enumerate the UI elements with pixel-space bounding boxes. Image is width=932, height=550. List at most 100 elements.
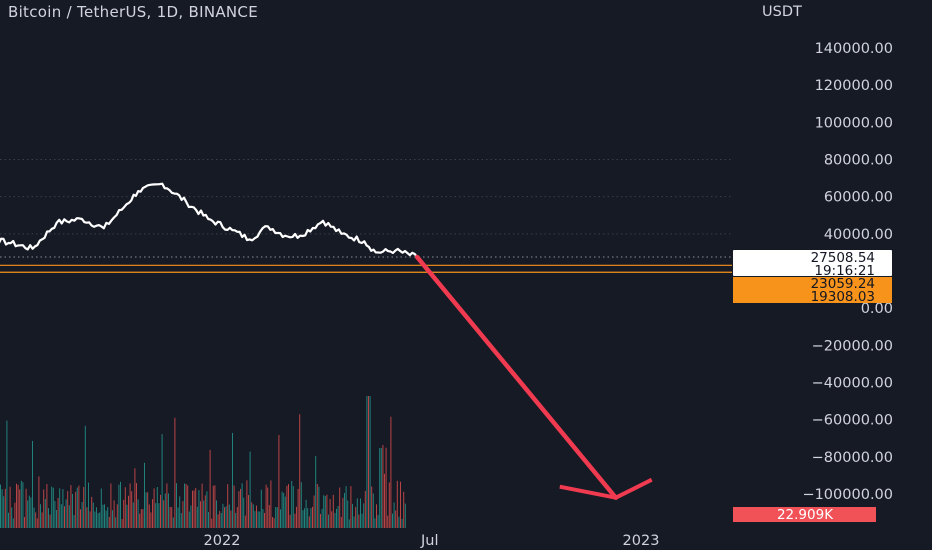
bar-countdown: 19:16:21 [814, 263, 875, 279]
volume-bar [340, 517, 342, 528]
volume-bar [91, 496, 93, 528]
volume-bar [264, 512, 265, 528]
support-levels [0, 264, 732, 273]
price-axis[interactable]: USDT 140000.00 120000.00 100000.00 80000.00… [762, 4, 893, 503]
volume-bar [161, 434, 163, 528]
volume-bar [142, 509, 144, 528]
level-price-value: 23059.24 [811, 276, 875, 292]
volume-bar [324, 496, 326, 528]
volume-bar [48, 508, 49, 528]
volume-bar [259, 511, 261, 528]
time-axis[interactable]: 2022 Jul 2023 [204, 533, 660, 549]
volume-bar [137, 499, 139, 528]
volume-bar [233, 485, 235, 528]
volume-bar [382, 444, 384, 528]
volume-bar [284, 496, 286, 528]
volume-bar [225, 506, 227, 528]
volume-bar [131, 491, 133, 528]
volume-bar [224, 507, 225, 528]
price-tick-label: 100000.00 [815, 115, 893, 131]
volume-bar [156, 487, 158, 528]
volume-bar [62, 489, 64, 528]
volume-bar [256, 505, 257, 528]
volume-bar [312, 506, 313, 528]
volume-bar [400, 481, 401, 528]
volume-bar [265, 484, 267, 528]
volume-bar [40, 504, 41, 528]
volume-bar [366, 396, 368, 528]
level-price-value: 19308.03 [811, 289, 875, 305]
volume-bar [46, 484, 48, 528]
volume-bar [387, 515, 389, 528]
volume-bar [179, 496, 181, 528]
volume-bar [384, 473, 385, 528]
volume-bar [368, 396, 369, 528]
volume-bar [374, 518, 376, 528]
volume-bar [9, 486, 11, 528]
volume-bar [268, 505, 270, 528]
volume-bar [36, 518, 38, 528]
volume-bar [254, 511, 256, 528]
forecast-arrow[interactable] [414, 254, 653, 500]
volume-bar [248, 495, 249, 528]
volume-bar [22, 482, 24, 528]
volume-bar [153, 488, 155, 528]
volume-bar [171, 507, 173, 528]
volume-bar [81, 502, 83, 528]
volume-bar [76, 487, 78, 528]
volume-bar [396, 480, 398, 528]
price-line [0, 182, 419, 258]
volume-bar [390, 416, 392, 528]
volume-bar [132, 502, 134, 528]
volume-bar [155, 503, 157, 528]
price-tick-label: −60000.00 [812, 413, 893, 429]
volume-bar [148, 504, 150, 528]
volume-bar [59, 488, 61, 528]
volume-bar [273, 518, 275, 528]
volume-bar [68, 505, 70, 528]
volume-bar [348, 519, 350, 528]
volume-bar [129, 483, 131, 528]
volume-bar [336, 508, 337, 528]
volume-bar [240, 488, 241, 528]
volume-bar [150, 512, 152, 528]
volume-bar [316, 484, 318, 528]
last-price-value: 27508.54 [811, 250, 875, 266]
volume-bar [334, 512, 336, 528]
volume-bar [276, 507, 278, 528]
volume-bar [201, 483, 203, 528]
volume-bar [302, 510, 304, 528]
volume-bar [60, 504, 62, 528]
price-tick-label: −80000.00 [812, 450, 893, 466]
volume-bar [380, 448, 382, 528]
price-tick-label: 80000.00 [824, 153, 893, 169]
volume-bar [192, 490, 193, 528]
volume-bar [38, 476, 40, 528]
volume-bar [283, 493, 285, 528]
volume-bar [329, 499, 331, 528]
volume-bar [308, 516, 310, 528]
volume-bar [222, 503, 224, 528]
volume-bar [404, 503, 406, 528]
volume-bar [244, 515, 246, 528]
volume-bar [278, 435, 280, 528]
volume-bar [123, 499, 125, 528]
volume-bar [342, 497, 344, 528]
volume-bar [51, 486, 53, 528]
volume-bar [272, 517, 273, 528]
volume-bar [20, 480, 22, 528]
volume-bar [169, 506, 171, 528]
volume-bar [6, 420, 8, 528]
volume-tag [733, 507, 876, 522]
volume-bar [43, 489, 45, 528]
volume-bar [8, 512, 9, 528]
volume-bar [376, 504, 377, 528]
volume-bar [180, 513, 182, 528]
volume-bar [110, 483, 112, 528]
volume-bar [251, 502, 253, 528]
volume-bar [270, 480, 272, 528]
volume-bar [361, 513, 363, 528]
volume-bar [286, 485, 288, 528]
volume-bar [35, 512, 37, 528]
